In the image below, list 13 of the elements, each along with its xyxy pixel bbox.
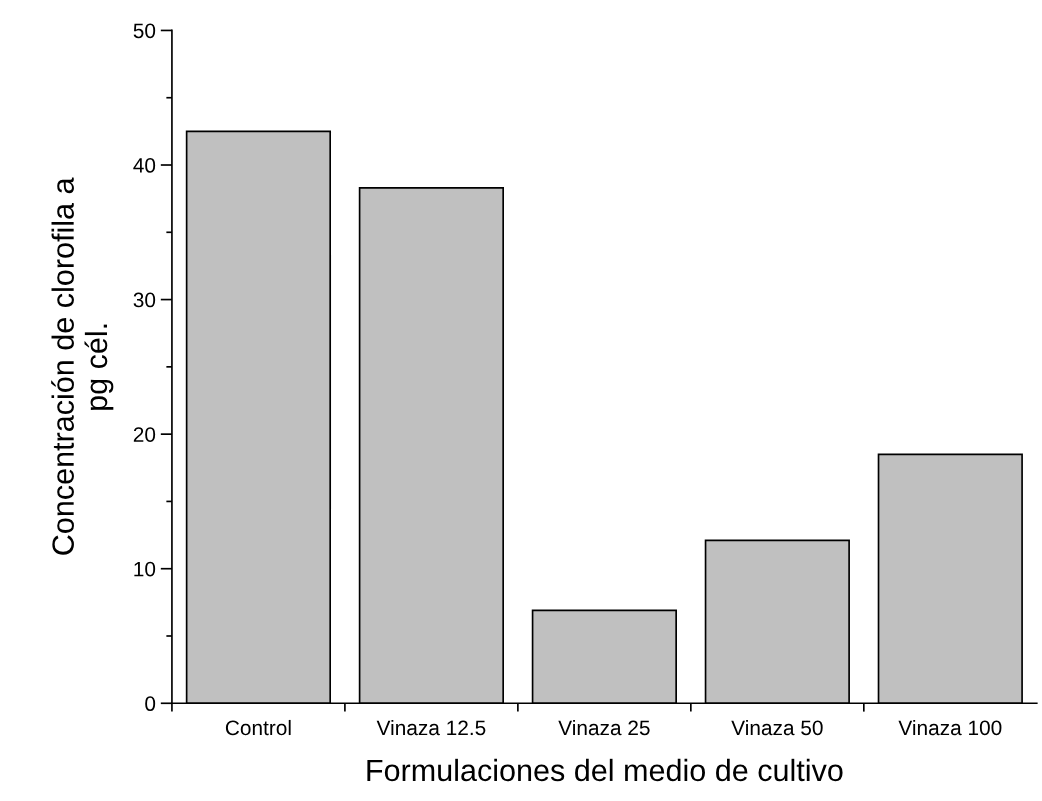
x-tick-label: Vinaza 50	[731, 719, 823, 736]
x-axis-title: Formulaciones del medio de cultivo	[367, 758, 843, 782]
x-tick-label: Vinaza 100	[898, 719, 1002, 736]
y-tick-label: 0	[145, 696, 156, 712]
y-axis-title: Concentración de clorofila a pg cél.	[51, 177, 114, 555]
x-tick-label: Vinaza 25	[558, 719, 650, 736]
y-tick-label: 50	[133, 23, 156, 39]
x-tick-label: Control	[225, 719, 291, 736]
y-tick-label: 20	[133, 427, 156, 442]
y-tick-label: 40	[133, 158, 156, 173]
x-tick-label: Vinaza 12.5	[376, 719, 486, 736]
y-tick-label: 10	[134, 561, 156, 577]
y-tick-label: 30	[133, 292, 156, 308]
